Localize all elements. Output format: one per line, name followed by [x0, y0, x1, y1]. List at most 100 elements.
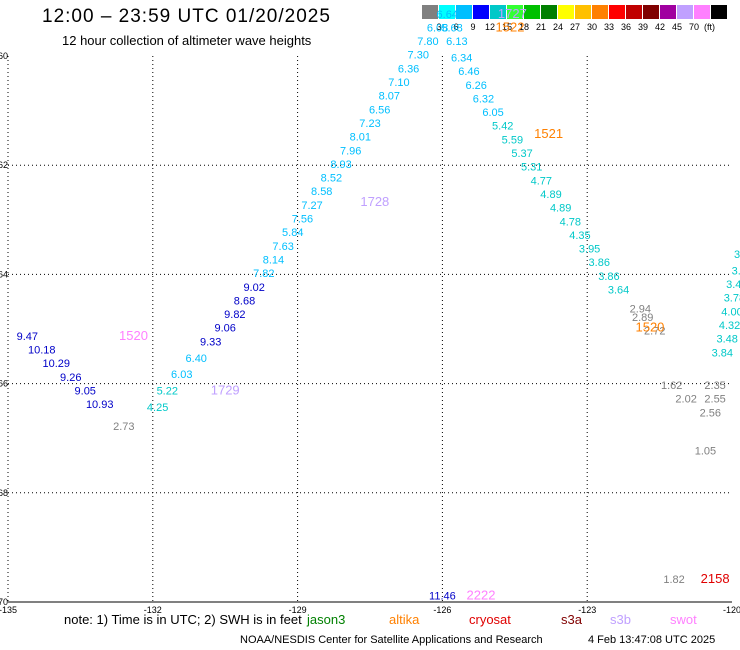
- color-scale-swatch: [558, 5, 574, 19]
- wave-height-value: 6.56: [369, 104, 390, 116]
- latitude-tick-label: -66: [0, 379, 8, 389]
- longitude-tick-label: -132: [144, 605, 162, 615]
- wave-height-value: 10.18: [28, 345, 56, 357]
- color-scale-swatch: [694, 5, 710, 19]
- color-scale-swatch: [575, 5, 591, 19]
- color-scale-swatch: [711, 5, 727, 19]
- satellite-legend-jason3: jason3: [307, 612, 346, 627]
- wave-height-value: 2.94: [630, 304, 651, 316]
- wave-height-value: 3.86: [598, 271, 619, 283]
- wave-height-value: 3.6: [732, 265, 740, 277]
- color-scale-swatch: [456, 5, 472, 19]
- wave-height-value: 4.89: [550, 203, 571, 215]
- wave-height-value: 9.06: [214, 323, 235, 335]
- wave-height-value: 4.89: [540, 189, 561, 201]
- wave-height-value: 3.78: [724, 293, 740, 305]
- wave-height-value: 7.80: [417, 36, 438, 48]
- pass-time-label: 1728: [360, 194, 389, 209]
- color-scale-tick: 30: [586, 22, 597, 32]
- wave-height-value: 4.77: [531, 175, 552, 187]
- footer-timestamp: 4 Feb 13:47:08 UTC 2025: [588, 634, 716, 646]
- wave-height-value: 9.26: [60, 372, 81, 384]
- wave-height-value: 4.32: [719, 320, 740, 332]
- pass-time-label: 1521: [534, 126, 563, 141]
- color-scale-tick: 3: [436, 22, 442, 32]
- longitude-tick-label: -135: [0, 605, 17, 615]
- color-scale-tick: 27: [569, 22, 580, 32]
- color-scale-tick: 15: [501, 22, 512, 32]
- pass-time-label: 1729: [211, 383, 240, 398]
- color-scale-tick: 45: [671, 22, 682, 32]
- color-scale-swatch: [541, 5, 557, 19]
- wave-height-value: 7.96: [340, 145, 361, 157]
- satellite-legend-altika: altika: [389, 612, 420, 627]
- map-grid: [8, 56, 732, 602]
- color-scale-swatch: [643, 5, 659, 19]
- wave-height-value: 7.82: [253, 268, 274, 280]
- wave-height-value: 9.33: [200, 336, 221, 348]
- wave-height-value: 5.42: [492, 121, 513, 133]
- color-scale-swatch: [439, 5, 455, 19]
- wave-height-value: 1.82: [663, 574, 684, 586]
- wave-height-value: 2.02: [675, 394, 696, 406]
- color-scale-tick: 6: [453, 22, 459, 32]
- longitude-tick-label: -129: [289, 605, 307, 615]
- wave-height-value: 3.4: [734, 249, 740, 261]
- longitude-tick-label: -120: [723, 605, 740, 615]
- wave-height-value: 9.02: [243, 282, 264, 294]
- wave-height-value: 6.32: [473, 93, 494, 105]
- pass-time-label: 1522: [496, 19, 525, 34]
- wave-height-value: 11.46: [429, 590, 456, 602]
- color-scale-tick: 33: [603, 22, 614, 32]
- wave-height-value: 4.25: [147, 402, 168, 414]
- color-scale-swatch: [524, 5, 540, 19]
- color-scale-tick: 12: [484, 22, 495, 32]
- wave-height-value: 6.26: [465, 80, 486, 92]
- wave-height-value: 5.84: [282, 227, 303, 239]
- wave-height-value: 7.63: [272, 241, 293, 253]
- wave-height-value: 2.73: [113, 421, 134, 433]
- longitude-tick-label: -123: [578, 605, 596, 615]
- wave-height-value: 2.89: [632, 312, 653, 324]
- satellite-legend-s3a: s3a: [561, 612, 582, 627]
- wave-height-value: 7.30: [408, 50, 429, 62]
- wave-height-value: 3.95: [579, 244, 600, 256]
- page-title: 12:00 – 23:59 UTC 01/20/2025: [42, 6, 331, 27]
- color-scale-swatch: [609, 5, 625, 19]
- wave-height-value: 6.34: [451, 52, 472, 64]
- color-scale-tick: 39: [637, 22, 648, 32]
- pass-time-label: 1520: [119, 328, 148, 343]
- latitude-tick-label: -62: [0, 160, 8, 170]
- wave-height-value: 8.07: [379, 91, 400, 103]
- wave-height-value: 9.47: [17, 331, 38, 343]
- color-scale-tick: 18: [518, 22, 529, 32]
- wave-height-value: 6.64: [437, 9, 458, 21]
- wave-height-value: 7.10: [388, 77, 409, 89]
- wave-height-value: 9.05: [75, 386, 96, 398]
- wave-height-value: 9.82: [224, 309, 245, 321]
- wave-height-value: 3.86: [589, 257, 610, 269]
- color-scale-tick: 21: [535, 22, 546, 32]
- latitude-tick-label: -60: [0, 51, 8, 61]
- wave-height-value: 6.36: [398, 63, 419, 75]
- wave-height-value: 10.29: [43, 358, 71, 370]
- latitude-tick-label: -64: [0, 269, 8, 279]
- wave-height-value: 3.64: [608, 285, 629, 297]
- wave-height-value: 8.01: [350, 132, 371, 144]
- wave-height-value: 4.35: [569, 230, 590, 242]
- satellite-legend-s3b: s3b: [610, 612, 631, 627]
- wave-height-value: 3.42: [726, 279, 740, 291]
- wave-height-value: 6.05: [482, 107, 503, 119]
- color-scale-swatch: [473, 5, 489, 19]
- wave-height-value: 6.08: [427, 22, 448, 34]
- wave-height-value: 8.52: [321, 173, 342, 185]
- color-scale-swatch: [626, 5, 642, 19]
- wave-height-value: 2.56: [700, 407, 721, 419]
- wave-height-value: 5.37: [511, 148, 532, 160]
- color-scale-tick: 24: [552, 22, 563, 32]
- color-scale-swatch: [490, 5, 506, 19]
- color-scale-swatch: [507, 5, 523, 19]
